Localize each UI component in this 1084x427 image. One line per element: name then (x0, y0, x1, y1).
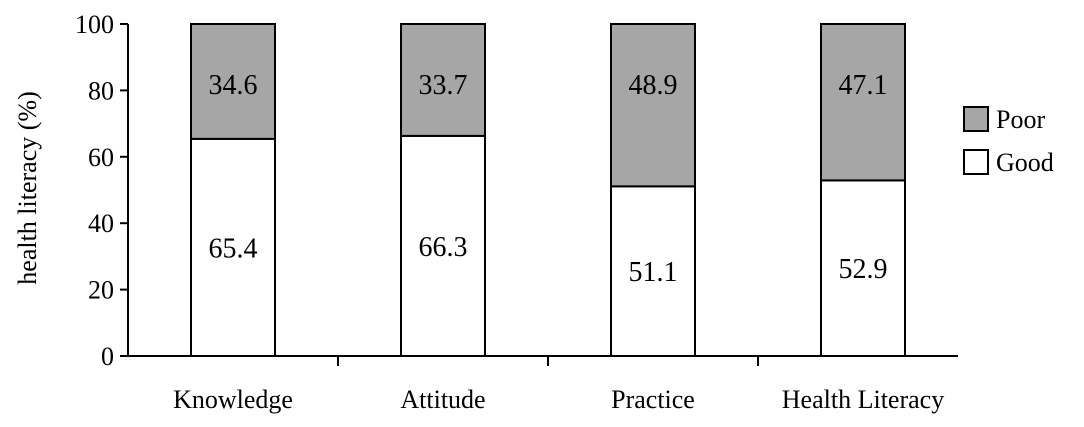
y-tick-label: 60 (88, 143, 114, 172)
bar-poor (610, 23, 696, 188)
x-tick-label: Knowledge (173, 385, 293, 414)
y-axis-title: health literacy (%) (13, 91, 42, 284)
bar-poor (400, 23, 486, 137)
data-labels: 65.4 34.6 66.3 33.7 51.1 48.9 52.9 47.1 (209, 70, 888, 288)
bar-good (610, 185, 696, 357)
data-label-poor: 48.9 (629, 70, 678, 101)
legend: Poor Good (963, 105, 1054, 177)
tick-labels: 0 20 40 60 80 100 Knowledge Attitude Practice Hea… (75, 10, 944, 414)
data-label-good: 66.3 (419, 232, 468, 263)
y-tick-label: 80 (88, 76, 114, 105)
x-tick-label: Health Literacy (782, 385, 944, 414)
y-tick-label: 0 (101, 342, 114, 371)
data-label-poor: 34.6 (209, 70, 258, 101)
bar-good (190, 137, 276, 357)
legend-label-poor: Poor (996, 105, 1045, 134)
data-label-good: 65.4 (209, 233, 258, 264)
y-tick-label: 100 (75, 10, 114, 39)
bar-poor (820, 23, 906, 182)
data-label-good: 51.1 (629, 257, 678, 288)
legend-label-good: Good (996, 148, 1054, 177)
y-tick-label: 20 (88, 276, 114, 305)
legend-swatch-good (963, 149, 989, 175)
data-label-poor: 33.7 (419, 70, 468, 101)
x-tick-label: Attitude (400, 385, 485, 414)
bar-good (400, 134, 486, 357)
y-tick-label: 40 (88, 209, 114, 238)
legend-swatch-poor (963, 106, 989, 132)
x-tick-label: Practice (611, 385, 695, 414)
bars (190, 23, 906, 357)
bar-poor (190, 23, 276, 140)
data-label-good: 52.9 (839, 254, 888, 285)
data-label-poor: 47.1 (839, 70, 888, 101)
